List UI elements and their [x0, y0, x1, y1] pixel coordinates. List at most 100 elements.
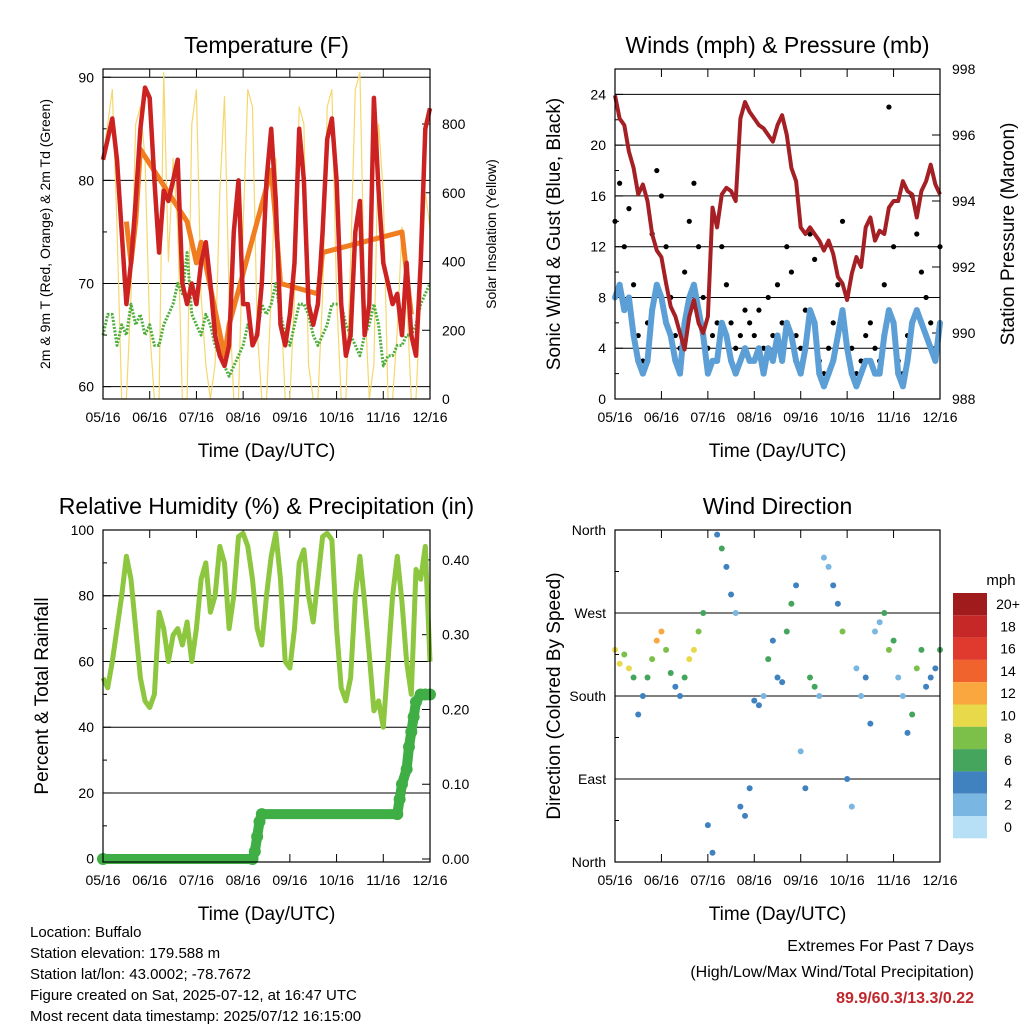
x-tick-label: 07/16 [690, 872, 725, 888]
td-line [101, 251, 432, 378]
direction-point [881, 610, 888, 616]
gust-point [867, 320, 873, 326]
direction-point [709, 849, 716, 856]
legend-label: 18 [1000, 618, 1016, 634]
direction-point [932, 665, 939, 672]
y-tick-label: 60 [78, 653, 94, 669]
legend-swatch [953, 816, 987, 839]
direction-point [677, 693, 683, 699]
x-tick-label: 05/16 [85, 409, 120, 425]
rh-line [100, 530, 433, 730]
gust-point [663, 244, 669, 250]
x-axis-label: Time (Day/UTC) [198, 441, 336, 462]
x-tick-label: 12/16 [412, 872, 447, 888]
direction-point [663, 646, 670, 653]
y-tick-label-right: 996 [952, 127, 976, 143]
gust-point [835, 282, 841, 288]
direction-point [779, 679, 786, 686]
gust-point [812, 256, 818, 262]
x-tick-label: 05/16 [85, 872, 120, 888]
y-tick-label-right: 992 [952, 259, 976, 275]
legend-label: 20+ [996, 596, 1020, 612]
gust-point [686, 218, 692, 224]
legend-title: mph [986, 572, 1015, 589]
y-tick-label: East [578, 771, 606, 787]
legend-label: 14 [1000, 663, 1016, 679]
x-tick-label: 09/16 [272, 409, 307, 425]
direction-point [839, 628, 846, 635]
gust-point [923, 294, 929, 301]
x-tick-label: 05/16 [597, 409, 632, 425]
x-tick-label: 06/16 [644, 872, 679, 888]
y-axis-label-right: Solar Insolation (Yellow) [483, 159, 499, 309]
gust-point [733, 345, 739, 351]
gust-point [825, 345, 832, 351]
gust-point [802, 307, 808, 313]
direction-point [909, 711, 916, 718]
y-tick-label-right: 0.40 [442, 552, 469, 568]
direction-point [807, 674, 813, 681]
direction-point [858, 693, 865, 699]
legend-swatch [953, 615, 987, 638]
legend-swatch [953, 749, 987, 772]
y-tick-label-right: 998 [952, 61, 976, 77]
y-tick-label-right: 990 [952, 325, 976, 341]
direction-point [755, 702, 762, 709]
x-tick-label: 08/16 [737, 872, 772, 888]
x-tick-label: 08/16 [737, 409, 772, 425]
y-tick-label: South [569, 688, 606, 704]
legend-swatch [953, 637, 987, 660]
x-tick-label: 07/16 [179, 409, 214, 425]
x-tick-label: 11/16 [366, 872, 400, 888]
direction-point [853, 665, 860, 672]
x-tick-label: 07/16 [179, 872, 214, 888]
extremes-title: Extremes For Past 7 Days [787, 938, 974, 955]
y-tick-label-right: 0.30 [442, 627, 469, 643]
x-tick-label: 12/16 [922, 409, 957, 425]
gust-point [626, 206, 632, 212]
y-tick-label: West [574, 605, 606, 621]
y-tick-label: 24 [590, 86, 606, 102]
chart-title: Winds (mph) & Pressure (mb) [625, 32, 929, 58]
x-tick-label: 09/16 [783, 409, 818, 425]
direction-point [649, 656, 656, 663]
direction-point [885, 646, 892, 653]
legend-label: 16 [1000, 641, 1016, 657]
direction-point [774, 674, 781, 681]
direction-point [876, 619, 883, 626]
gust-point [654, 167, 660, 174]
gust-point [691, 180, 697, 186]
gust-point [849, 345, 855, 351]
x-tick-label: 10/16 [319, 409, 354, 425]
direction-point [848, 803, 855, 810]
legend-label: 0 [1004, 819, 1012, 835]
gust-point [872, 345, 878, 351]
gust-point [714, 320, 720, 326]
chart-wind-direction: Wind Direction Time (Day/UTC) Direction (C… [544, 493, 1020, 925]
station-latlon: Station lat/lon: 43.0002; -78.7672 [30, 966, 252, 983]
gust-point [695, 244, 702, 250]
gust-point [765, 294, 771, 301]
gust-point [918, 269, 925, 275]
y-tick-label-right: 200 [442, 322, 466, 338]
x-tick-label: 11/16 [877, 409, 911, 425]
gust-point [798, 345, 804, 351]
direction-point [872, 628, 878, 635]
direction-point [890, 637, 897, 644]
y-tick-label: 70 [78, 276, 94, 292]
y-tick-label: 0 [86, 851, 94, 867]
y-tick-label: 40 [78, 719, 94, 735]
direction-point [672, 683, 679, 690]
y-axis-label: Direction (Colored By Speed) [544, 572, 565, 819]
direction-point [686, 656, 693, 663]
y-tick-label-right: 0.00 [442, 851, 469, 867]
x-tick-label: 08/16 [226, 409, 261, 425]
y-tick-label: 0 [598, 391, 606, 407]
direction-point [700, 610, 707, 616]
direction-point [653, 637, 660, 644]
gust-point [756, 307, 762, 313]
direction-point [904, 729, 911, 736]
legend-label: 12 [1000, 685, 1016, 701]
x-tick-label: 12/16 [412, 409, 447, 425]
